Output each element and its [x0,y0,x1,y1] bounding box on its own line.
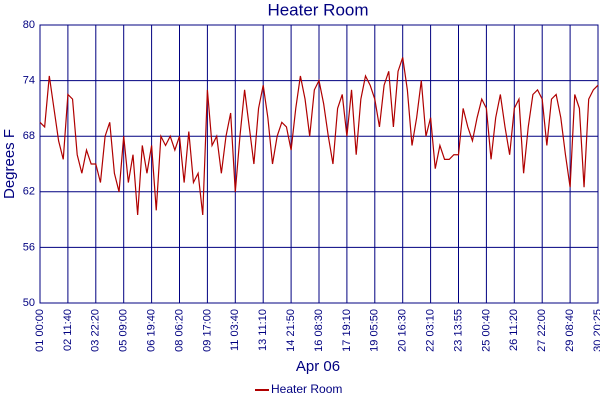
x-tick-label: 01 00:00 [34,309,46,352]
x-tick-label: 19 05:50 [369,309,381,352]
x-tick-label: 16 08:30 [313,309,325,352]
x-tick-label: 09 17:00 [201,309,213,352]
x-tick-label: 27 22:00 [536,309,548,352]
x-axis-title: Apr 06 [296,358,340,375]
x-tick-label: 26 11:20 [508,309,520,351]
x-tick-label: 22 03:10 [425,309,437,352]
x-tick-label: 03 22:20 [90,309,102,352]
y-tick-label: 74 [23,75,35,87]
x-tick-label: 05 09:00 [118,309,130,352]
chart-title: Heater Room [267,0,368,19]
x-tick-label: 29 08:40 [564,309,576,352]
x-tick-label: 17 19:10 [341,309,353,352]
y-tick-label: 80 [23,19,35,31]
x-tick-label: 06 19:40 [146,309,158,352]
x-tick-label: 08 06:20 [173,309,185,352]
y-tick-label: 56 [23,241,35,253]
y-tick-label: 50 [23,297,35,309]
x-tick-label: 11 03:40 [229,309,241,351]
x-tick-label: 20 16:30 [397,309,409,352]
y-tick-label: 68 [23,130,35,142]
x-tick-label: 23 13:55 [452,309,464,352]
legend-label: Heater Room [271,382,342,396]
y-axis-title: Degrees F [1,129,18,199]
x-tick-label: 13 11:10 [257,309,269,351]
x-tick-label: 25 00:40 [480,309,492,352]
x-tick-label: 14 21:50 [285,309,297,352]
x-tick-label: 30 20:25 [592,309,600,352]
x-tick-label: 02 11:40 [62,309,74,351]
y-tick-label: 62 [23,186,35,198]
line [39,57,599,216]
